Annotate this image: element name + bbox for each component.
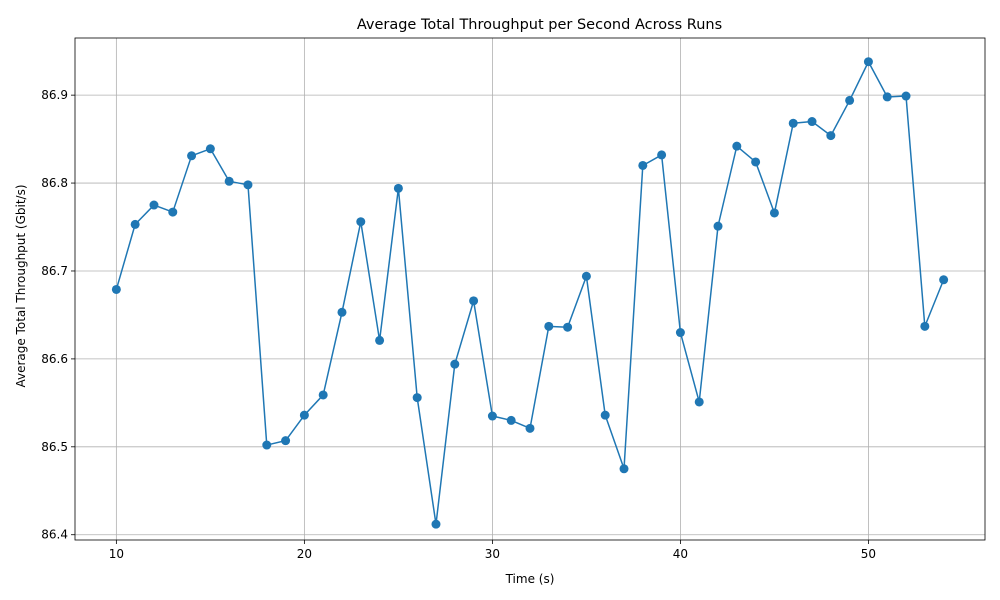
data-point	[224, 176, 234, 186]
data-point	[901, 91, 911, 101]
data-point	[657, 150, 667, 160]
x-tick-label: 10	[109, 547, 124, 561]
plot-frame	[74, 37, 986, 541]
y-tick-label: 86.5	[41, 440, 68, 454]
data-point	[130, 219, 140, 229]
data-point	[920, 321, 930, 331]
data-point	[168, 207, 178, 217]
data-point	[769, 208, 779, 218]
data-point	[243, 180, 253, 190]
data-point	[337, 307, 347, 317]
data-point	[149, 200, 159, 210]
data-point	[281, 436, 291, 446]
data-point	[788, 118, 798, 128]
data-point	[469, 296, 479, 306]
y-tick-label: 86.8	[41, 176, 68, 190]
data-point	[826, 131, 836, 141]
data-point	[187, 151, 197, 161]
data-point	[675, 328, 685, 338]
y-tick-label: 86.4	[41, 528, 68, 542]
y-tick-label: 86.9	[41, 88, 68, 102]
series-layer	[111, 57, 949, 529]
data-point	[600, 410, 610, 420]
data-point	[694, 397, 704, 407]
data-point	[638, 160, 648, 170]
data-point	[863, 57, 873, 67]
data-point	[450, 359, 460, 369]
x-tick-label: 20	[297, 547, 312, 561]
data-point	[732, 141, 742, 151]
data-point	[807, 117, 817, 127]
data-point	[393, 183, 403, 193]
chart-title: Average Total Throughput per Second Acro…	[357, 17, 722, 33]
data-point	[619, 464, 629, 474]
y-tick-label: 86.6	[41, 352, 68, 366]
y-axis: 86.4 86.5 86.6 86.7 86.8 86.9	[41, 88, 75, 542]
data-point	[713, 221, 723, 231]
y-tick-label: 86.7	[41, 264, 68, 278]
data-point	[205, 144, 215, 154]
data-point	[412, 393, 422, 403]
data-point	[563, 322, 573, 332]
data-point	[939, 275, 949, 285]
x-axis-label: Time (s)	[505, 572, 555, 586]
grid	[75, 38, 985, 540]
data-point	[544, 321, 554, 331]
x-tick-label: 30	[485, 547, 500, 561]
x-axis: 10 20 30 40 50	[109, 540, 876, 561]
data-point	[506, 415, 516, 425]
x-tick-label: 40	[673, 547, 688, 561]
data-point	[751, 157, 761, 167]
series-line	[115, 60, 945, 525]
data-point	[845, 95, 855, 105]
data-point	[525, 423, 535, 433]
x-tick-label: 50	[861, 547, 876, 561]
data-point	[356, 217, 366, 227]
data-point	[431, 519, 441, 529]
data-point	[318, 390, 328, 400]
data-point	[375, 335, 385, 345]
data-point	[111, 284, 121, 294]
data-point	[487, 411, 497, 421]
data-point	[299, 410, 309, 420]
data-point	[262, 440, 272, 450]
data-point	[882, 92, 892, 102]
y-axis-label: Average Total Throughput (Gbit/s)	[14, 184, 28, 387]
data-point	[581, 271, 591, 281]
